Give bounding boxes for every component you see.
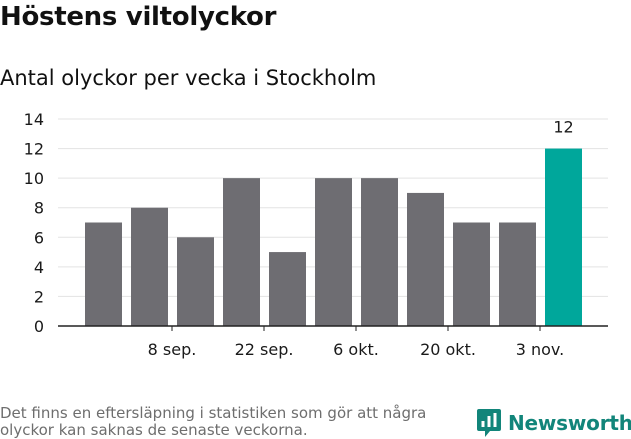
bar [177, 237, 214, 326]
x-tick-label: 20 okt. [420, 340, 476, 359]
brand: Newsworthy [476, 408, 631, 438]
x-tick-label: 6 okt. [333, 340, 379, 359]
y-tick-label: 12 [24, 140, 44, 159]
bar-chart: 0 2 4 6 8 10 12 14 12 8 sep. 22 sep. 6 okt. 20 okt. 3… [24, 110, 608, 359]
bar [223, 178, 260, 326]
newsworthy-logo-icon [477, 409, 501, 437]
brand-name: Newsworthy [508, 411, 631, 435]
bar [315, 178, 352, 326]
bar [407, 192, 444, 326]
y-tick-label: 0 [34, 317, 44, 336]
chart-title: Höstens viltolyckor [0, 2, 277, 32]
x-tick-label: 8 sep. [148, 340, 197, 359]
x-tick-label: 3 nov. [516, 340, 565, 359]
bar [85, 222, 122, 326]
bar [453, 222, 490, 326]
bar [269, 252, 306, 326]
x-tick-label: 22 sep. [235, 340, 294, 359]
bar [361, 178, 398, 326]
bar-highlighted [545, 148, 582, 326]
bar [499, 222, 536, 326]
bar [131, 207, 168, 326]
y-tick-label: 6 [34, 228, 44, 247]
y-tick-label: 10 [24, 169, 44, 188]
data-label: 12 [553, 118, 573, 137]
y-tick-label: 8 [34, 199, 44, 218]
y-tick-label: 4 [34, 258, 44, 277]
footnote: Det finns en eftersläpning i statistiken… [0, 404, 427, 439]
y-tick-label: 14 [24, 110, 44, 129]
chart-subtitle: Antal olyckor per vecka i Stockholm [0, 66, 377, 90]
y-tick-label: 2 [34, 287, 44, 306]
